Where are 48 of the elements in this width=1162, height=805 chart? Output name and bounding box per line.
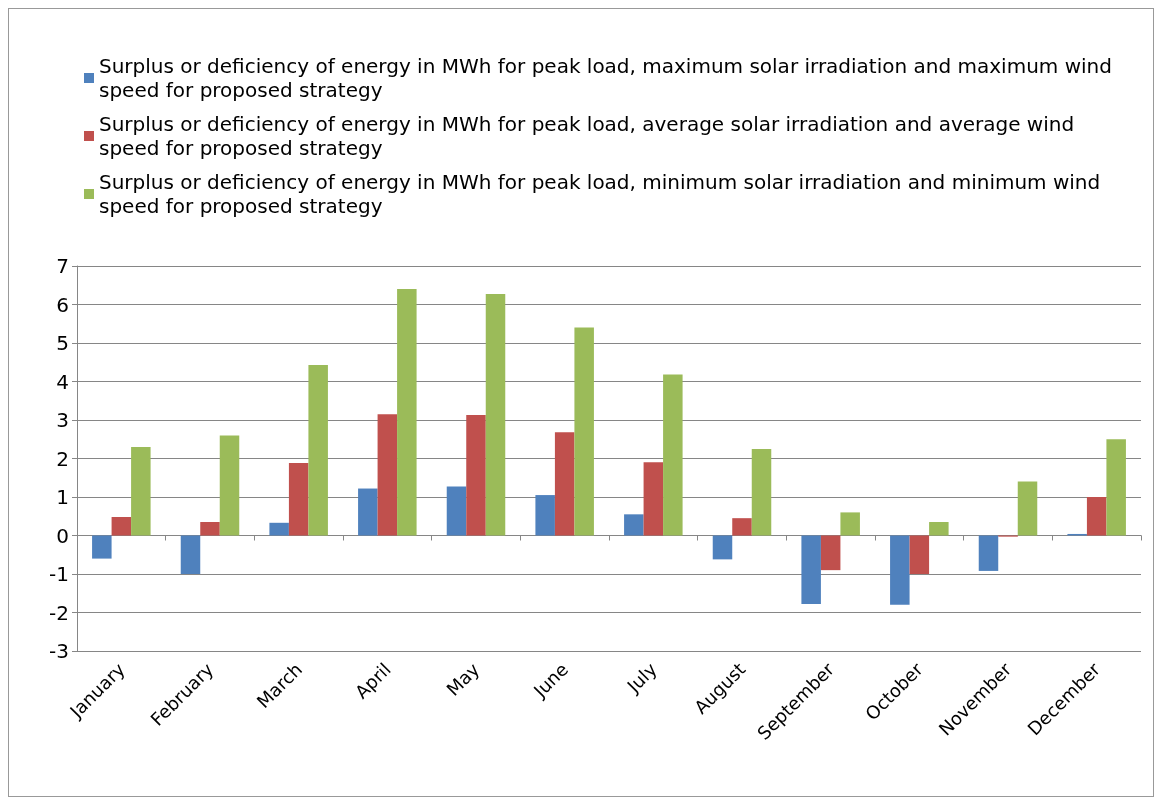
y-tick-label: 1 xyxy=(56,485,69,509)
bar xyxy=(978,535,999,571)
y-tick-label: -2 xyxy=(49,600,69,625)
bar xyxy=(358,488,378,536)
y-tick-label: 0 xyxy=(56,523,69,548)
bar xyxy=(890,535,910,605)
bar xyxy=(663,374,683,536)
bar xyxy=(377,414,398,536)
bar xyxy=(131,446,151,536)
bar xyxy=(554,432,575,536)
y-tick-label: 6 xyxy=(56,292,69,317)
bar xyxy=(909,535,930,574)
bar xyxy=(732,518,752,536)
y-tick-label: 3 xyxy=(56,408,69,432)
bar xyxy=(446,486,467,536)
bar xyxy=(1106,439,1126,536)
bar xyxy=(269,522,289,536)
bar xyxy=(574,327,594,536)
bar xyxy=(485,294,506,536)
bar xyxy=(219,435,240,536)
bar xyxy=(929,522,949,536)
y-tick-label: 2 xyxy=(56,446,69,471)
y-tick-label: -1 xyxy=(49,562,69,586)
legend-label: Surplus or deficiency of energy in MWh for peak load, average solar irradiation and average wind speed for proposed strategy xyxy=(99,112,1081,160)
bar xyxy=(200,522,220,536)
bar xyxy=(288,463,309,536)
bar xyxy=(466,415,486,536)
legend-label: Surplus or deficiency of energy in MWh for peak load, maximum solar irradiation and maximum wind speed for proposed strategy xyxy=(99,54,1119,102)
y-tick-label: -3 xyxy=(49,639,69,663)
bar xyxy=(820,535,841,571)
y-tick-label: 4 xyxy=(56,369,69,394)
bar xyxy=(92,535,112,559)
bar xyxy=(643,462,664,536)
bar xyxy=(624,514,644,536)
bar xyxy=(180,535,201,574)
bar xyxy=(535,495,555,536)
y-tick-label: 5 xyxy=(56,331,69,355)
bar xyxy=(308,364,328,536)
bar xyxy=(712,535,733,560)
bar xyxy=(1086,497,1107,536)
bar xyxy=(397,289,417,536)
bar xyxy=(111,517,132,536)
bar xyxy=(1017,481,1038,536)
y-tick-label: 7 xyxy=(56,254,69,278)
bar xyxy=(840,512,860,536)
bar xyxy=(751,448,772,536)
bar xyxy=(801,535,821,605)
legend-label: Surplus or deficiency of energy in MWh for peak load, minimum solar irradiation and minimum wind speed for proposed strategy xyxy=(99,170,1107,218)
